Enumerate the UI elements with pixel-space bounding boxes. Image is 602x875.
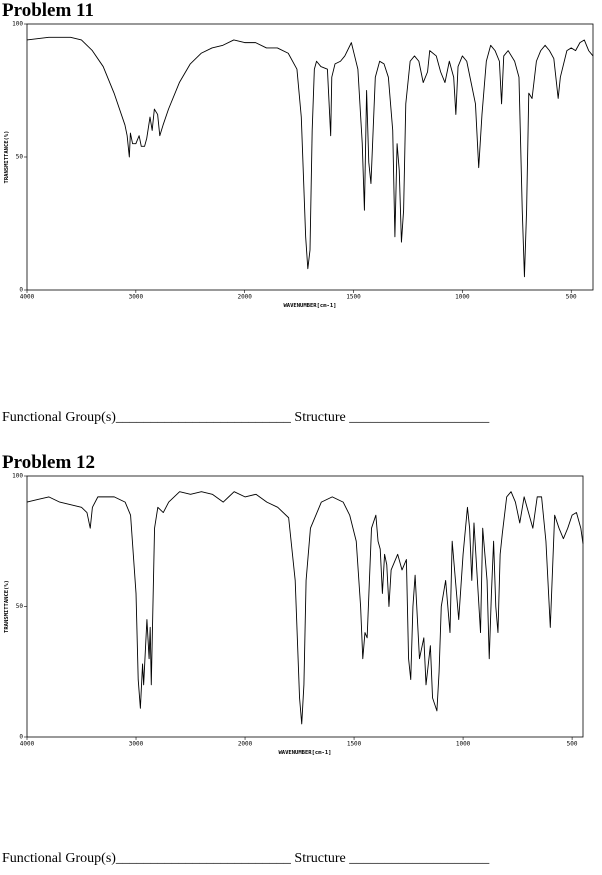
y-tick-label: 50 bbox=[16, 603, 24, 610]
x-tick-label: 3000 bbox=[129, 294, 144, 301]
x-tick-label: 500 bbox=[566, 294, 577, 301]
x-tick-label: 2000 bbox=[237, 294, 252, 301]
x-tick-label: 4000 bbox=[20, 294, 35, 301]
y-tick-label: 0 bbox=[19, 287, 23, 294]
problem-title: Problem 12 bbox=[2, 452, 95, 473]
x-tick-label: 1000 bbox=[456, 741, 471, 748]
y-axis-label: TRANSMITTANCE(%) bbox=[4, 131, 10, 184]
y-tick-label: 0 bbox=[19, 734, 23, 741]
y-tick-label: 50 bbox=[16, 154, 24, 161]
spectrum-line bbox=[26, 36, 594, 278]
y-tick-label: 100 bbox=[12, 21, 23, 28]
x-tick-label: 1000 bbox=[455, 294, 470, 301]
spectrum-line bbox=[26, 491, 584, 725]
x-tick-label: 4000 bbox=[20, 741, 35, 748]
y-tick-label: 100 bbox=[12, 473, 23, 480]
x-tick-label: 500 bbox=[567, 741, 578, 748]
x-tick-label: 3000 bbox=[129, 741, 144, 748]
x-axis-label: WAVENUMBER[cm-1] bbox=[279, 750, 332, 756]
x-tick-label: 1500 bbox=[346, 294, 361, 301]
answer-line: Functional Group(s)_____________________… bbox=[2, 410, 490, 425]
answer-line: Functional Group(s)_____________________… bbox=[2, 851, 490, 866]
problem-title: Problem 11 bbox=[2, 0, 94, 21]
x-tick-label: 1500 bbox=[347, 741, 362, 748]
x-axis-label: WAVENUMBER[cm-1] bbox=[284, 303, 337, 309]
y-axis-label: TRANSMITTANCE(%) bbox=[4, 580, 10, 633]
plot-frame bbox=[26, 475, 584, 738]
x-tick-label: 2000 bbox=[238, 741, 253, 748]
